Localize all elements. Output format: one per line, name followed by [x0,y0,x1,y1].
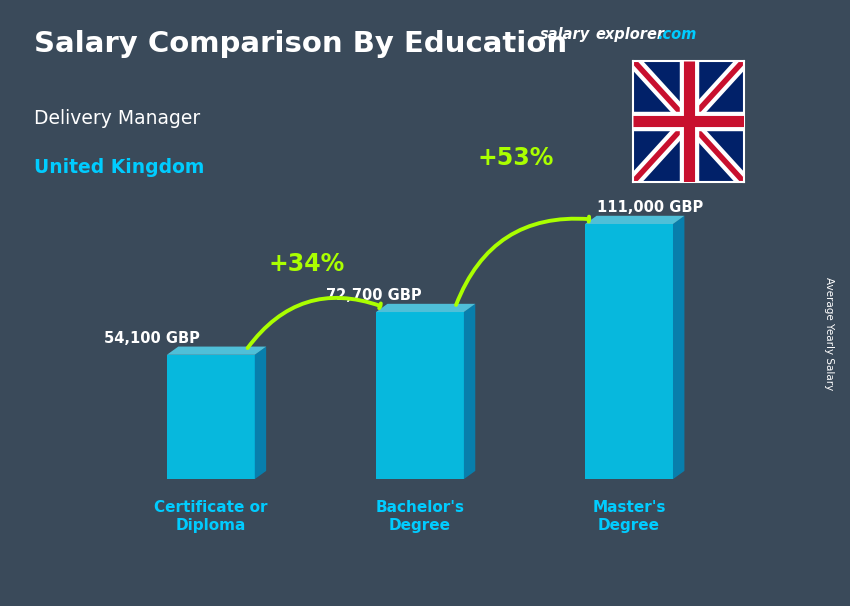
Text: Delivery Manager: Delivery Manager [34,109,201,128]
Text: Master's
Degree: Master's Degree [592,500,666,533]
Text: Certificate or
Diploma: Certificate or Diploma [154,500,268,533]
FancyBboxPatch shape [585,224,673,479]
Polygon shape [376,304,475,312]
Text: explorer: explorer [595,27,664,42]
FancyBboxPatch shape [376,312,464,479]
Text: +34%: +34% [269,252,345,276]
Polygon shape [464,304,475,479]
Polygon shape [673,216,684,479]
FancyBboxPatch shape [167,355,255,479]
Text: Salary Comparison By Education: Salary Comparison By Education [34,30,567,58]
Text: +53%: +53% [478,146,554,170]
Text: 72,700 GBP: 72,700 GBP [326,288,422,303]
Polygon shape [585,216,684,224]
Text: United Kingdom: United Kingdom [34,158,204,176]
Text: 111,000 GBP: 111,000 GBP [597,200,703,215]
Text: salary: salary [540,27,590,42]
Polygon shape [255,347,266,479]
Text: Average Yearly Salary: Average Yearly Salary [824,277,834,390]
Text: Bachelor's
Degree: Bachelor's Degree [376,500,464,533]
Text: .com: .com [657,27,696,42]
Polygon shape [167,347,266,355]
Text: 54,100 GBP: 54,100 GBP [105,331,201,346]
